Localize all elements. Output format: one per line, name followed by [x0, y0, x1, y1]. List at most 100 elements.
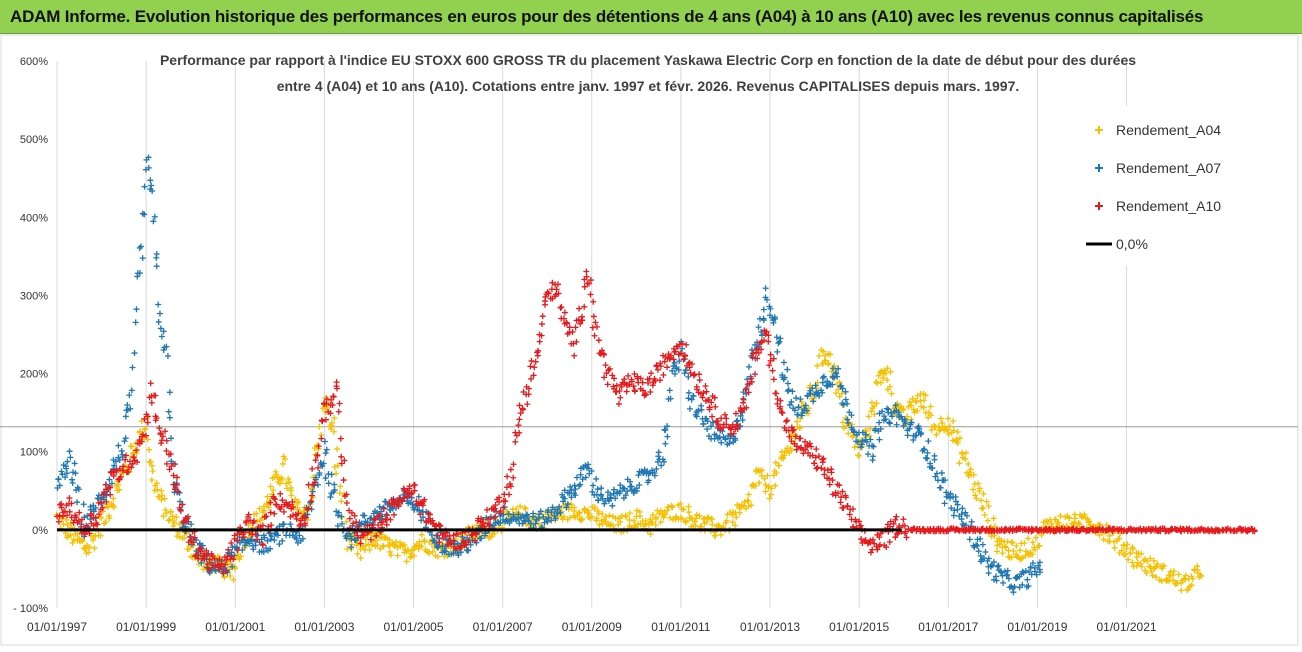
data-point	[875, 372, 882, 379]
data-point	[1081, 511, 1088, 518]
data-point	[331, 415, 338, 422]
data-point	[1031, 568, 1038, 575]
data-point	[82, 545, 89, 552]
data-point	[886, 419, 893, 426]
data-point	[1048, 520, 1055, 527]
data-point	[160, 513, 167, 520]
legend-label: Rendement_A04	[1116, 122, 1221, 138]
data-point	[899, 407, 906, 414]
data-point	[555, 281, 562, 288]
data-point	[599, 347, 606, 354]
data-point	[145, 446, 152, 453]
data-point	[421, 496, 428, 503]
data-point	[333, 385, 340, 392]
data-point	[148, 462, 155, 469]
data-point	[289, 503, 296, 510]
data-point	[901, 416, 908, 423]
data-point	[161, 495, 168, 502]
data-point	[890, 520, 897, 527]
data-point	[909, 395, 916, 402]
data-point	[780, 455, 787, 462]
data-point	[124, 401, 131, 408]
data-point	[264, 493, 271, 500]
data-point	[812, 454, 819, 461]
data-point	[888, 390, 895, 397]
data-point	[330, 393, 337, 400]
data-point	[954, 428, 961, 435]
data-point	[542, 301, 549, 308]
data-point	[786, 433, 793, 440]
legend: Rendement_A04 Rendement_A07 Rendement_A10 0…	[1062, 106, 1256, 266]
data-point	[130, 454, 137, 461]
data-point	[368, 542, 375, 549]
data-point	[980, 505, 987, 512]
data-point	[1111, 544, 1118, 551]
data-point	[279, 460, 286, 467]
data-point	[305, 505, 312, 512]
data-point	[827, 351, 834, 358]
data-point	[152, 392, 159, 399]
data-point	[259, 542, 266, 549]
data-point	[765, 483, 772, 490]
data-point	[768, 485, 775, 492]
data-point	[867, 425, 874, 432]
data-point	[67, 454, 74, 461]
data-point	[348, 544, 355, 551]
data-point	[779, 410, 786, 417]
data-point	[648, 370, 655, 377]
data-point	[174, 474, 181, 481]
data-point	[568, 494, 575, 501]
data-point	[271, 537, 278, 544]
data-point	[334, 522, 341, 529]
data-point	[250, 546, 257, 553]
data-point	[871, 411, 878, 418]
data-point	[276, 523, 283, 530]
data-point	[330, 428, 337, 435]
data-point	[701, 515, 708, 522]
data-point	[696, 371, 703, 378]
data-point	[688, 396, 695, 403]
data-point	[492, 502, 499, 509]
data-point	[368, 521, 375, 528]
data-point	[149, 468, 156, 475]
data-point	[605, 367, 612, 374]
data-point	[295, 510, 302, 517]
data-point	[816, 352, 823, 359]
data-point	[383, 511, 390, 518]
data-point	[985, 555, 992, 562]
data-point	[557, 509, 564, 516]
data-point	[274, 532, 281, 539]
data-point	[695, 407, 702, 414]
data-point	[1019, 581, 1026, 588]
data-point	[601, 374, 608, 381]
data-point	[906, 425, 913, 432]
series-Rendement_A07	[54, 154, 1044, 596]
data-point	[153, 263, 160, 270]
data-point	[712, 403, 719, 410]
data-point	[658, 462, 665, 469]
data-point	[642, 391, 649, 398]
data-point	[260, 548, 267, 555]
data-point	[879, 408, 886, 415]
data-point	[867, 436, 874, 443]
data-point	[840, 419, 847, 426]
data-point	[293, 535, 300, 542]
data-point	[103, 498, 110, 505]
data-point	[144, 413, 151, 420]
data-point	[145, 154, 152, 161]
data-point	[677, 500, 684, 507]
data-point	[1055, 519, 1062, 526]
data-point	[578, 313, 585, 320]
data-point	[748, 378, 755, 385]
x-tick-label: 01/01/2011	[651, 620, 710, 634]
data-point	[892, 516, 899, 523]
data-point	[594, 486, 601, 493]
data-point	[628, 483, 635, 490]
data-point	[857, 522, 864, 529]
data-point	[206, 556, 213, 563]
data-point	[328, 471, 335, 478]
data-point	[64, 512, 71, 519]
data-point	[635, 472, 642, 479]
data-point	[1029, 551, 1036, 558]
data-point	[362, 536, 369, 543]
